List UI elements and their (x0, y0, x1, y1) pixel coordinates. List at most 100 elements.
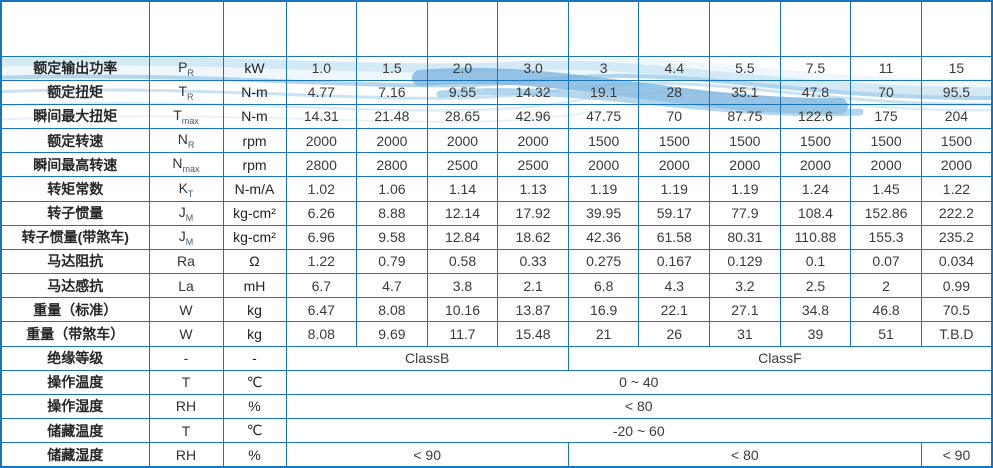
value-cell: 1.0 (285, 55, 358, 81)
value-cell: 2000 (356, 128, 428, 154)
value-cell: 1.14 (426, 176, 499, 202)
row-label: 马达感抗 (0, 273, 150, 299)
unit-cell: N-m/A (222, 176, 287, 202)
value-cell: 4.3 (638, 273, 711, 299)
value-cell: 13.87 (497, 297, 569, 323)
column-header-model: IH150 (920, 0, 993, 57)
unit-cell: kg (222, 321, 287, 347)
unit-cell: - (222, 345, 287, 371)
value-cell: 0.034 (920, 248, 993, 275)
unit-cell: kg-cm² (222, 200, 287, 226)
column-header-model: MB10 (285, 0, 358, 57)
value-cell: 80.31 (709, 224, 781, 250)
value-cell: 8.08 (356, 297, 428, 323)
value-cell: 175 (850, 103, 922, 130)
value-cell: 14.32 (497, 79, 569, 105)
value-cell: 1500 (920, 128, 993, 154)
value-cell: 2000 (497, 128, 569, 154)
value-cell: 3.2 (709, 273, 781, 299)
value-cell: 6.7 (285, 273, 358, 299)
table-row: 转子惯量 JM kg-cm² 6.26 8.88 12.14 17.92 39.95 59.17… (0, 200, 993, 226)
value-cell: 6.96 (285, 224, 358, 250)
symbol-cell: T (148, 418, 224, 444)
symbol-cell: La (148, 273, 224, 299)
value-cell: 4.4 (638, 55, 711, 81)
value-cell: 2000 (709, 152, 781, 178)
row-label: 转子惯量 (0, 200, 150, 226)
value-cell: 6.26 (285, 200, 358, 226)
value-cell: 1.19 (638, 176, 711, 202)
value-cell: 18.62 (497, 224, 569, 250)
table-title-line1: JSMA中惯量系列 (14, 9, 131, 27)
span-value-cell: < 80 (285, 393, 993, 420)
value-cell: 35.1 (709, 79, 781, 105)
value-cell: 2000 (638, 152, 711, 178)
row-label: 瞬间最大扭矩 (0, 103, 150, 130)
row-label: 绝缘等级 (0, 345, 150, 371)
row-label: 操作湿度 (0, 393, 150, 420)
column-header-model: IH75 (779, 0, 852, 57)
value-cell: 46.8 (850, 297, 922, 323)
value-cell: 4.77 (285, 79, 358, 105)
value-cell: 0.99 (920, 273, 993, 299)
table-row: 储藏温度 T ℃ -20 ~ 60 (0, 418, 993, 444)
unit-cell: kg (222, 297, 287, 323)
value-cell: 6.47 (285, 297, 358, 323)
symbol-cell: RH (148, 393, 224, 420)
value-cell: 70 (638, 103, 711, 130)
symbol-cell: Tmax (148, 103, 224, 130)
value-cell: 3.8 (426, 273, 499, 299)
value-cell: 1500 (638, 128, 711, 154)
value-cell: 0.275 (567, 248, 640, 275)
value-cell: 39.95 (567, 200, 640, 226)
value-cell: 28 (638, 79, 711, 105)
value-cell: 9.69 (356, 321, 428, 347)
value-cell: 4.7 (356, 273, 428, 299)
table-title-line2: JSMA-P□□□□ (14, 29, 107, 47)
value-cell: 0.167 (638, 248, 711, 275)
value-cell: 16.9 (567, 297, 640, 323)
value-cell: 42.36 (567, 224, 640, 250)
value-cell: 70.5 (920, 297, 993, 323)
value-cell: 0.79 (356, 248, 428, 275)
span-value-cell: < 90 (920, 442, 993, 468)
value-cell: 61.58 (638, 224, 711, 250)
table-row: 额定扭矩 TR N-m 4.77 7.16 9.55 14.32 19.1 28 35.1 47.8… (0, 79, 993, 105)
value-cell: 152.86 (850, 200, 922, 226)
unit-cell: rpm (222, 152, 287, 178)
span-value-cell: ClassB (285, 345, 569, 371)
value-cell: 34.8 (779, 297, 852, 323)
column-header-model: MB30 (497, 0, 569, 57)
value-cell: 2800 (356, 152, 428, 178)
value-cell: 2000 (920, 152, 993, 178)
value-cell: 204 (920, 103, 993, 130)
value-cell: 1.24 (779, 176, 852, 202)
value-cell: 222.2 (920, 200, 993, 226)
value-cell: 22.1 (638, 297, 711, 323)
value-cell: 1.5 (356, 55, 428, 81)
column-header-model: IH55 (709, 0, 781, 57)
symbol-cell: W (148, 321, 224, 347)
value-cell: 21 (567, 321, 640, 347)
unit-cell: kg-cm² (222, 224, 287, 250)
value-cell: 2 (850, 273, 922, 299)
value-cell: 8.08 (285, 321, 358, 347)
value-cell: 0.07 (850, 248, 922, 275)
column-header-symbol: 符号 (148, 0, 224, 57)
value-cell: 15.48 (497, 321, 569, 347)
value-cell: 19.1 (567, 79, 640, 105)
unit-cell: Ω (222, 248, 287, 275)
value-cell: 235.2 (920, 224, 993, 250)
value-cell: 28.65 (426, 103, 499, 130)
value-cell: 51 (850, 321, 922, 347)
row-label: 操作温度 (0, 369, 150, 395)
span-value-cell: 0 ~ 40 (285, 369, 993, 395)
value-cell: 2000 (426, 128, 499, 154)
symbol-cell: TR (148, 79, 224, 105)
column-header-model: MB15 (356, 0, 428, 57)
row-label: 额定扭矩 (0, 79, 150, 105)
table-row: 转子惯量(带煞车) JM kg-cm² 6.96 9.58 12.84 18.62 42.36… (0, 224, 993, 250)
